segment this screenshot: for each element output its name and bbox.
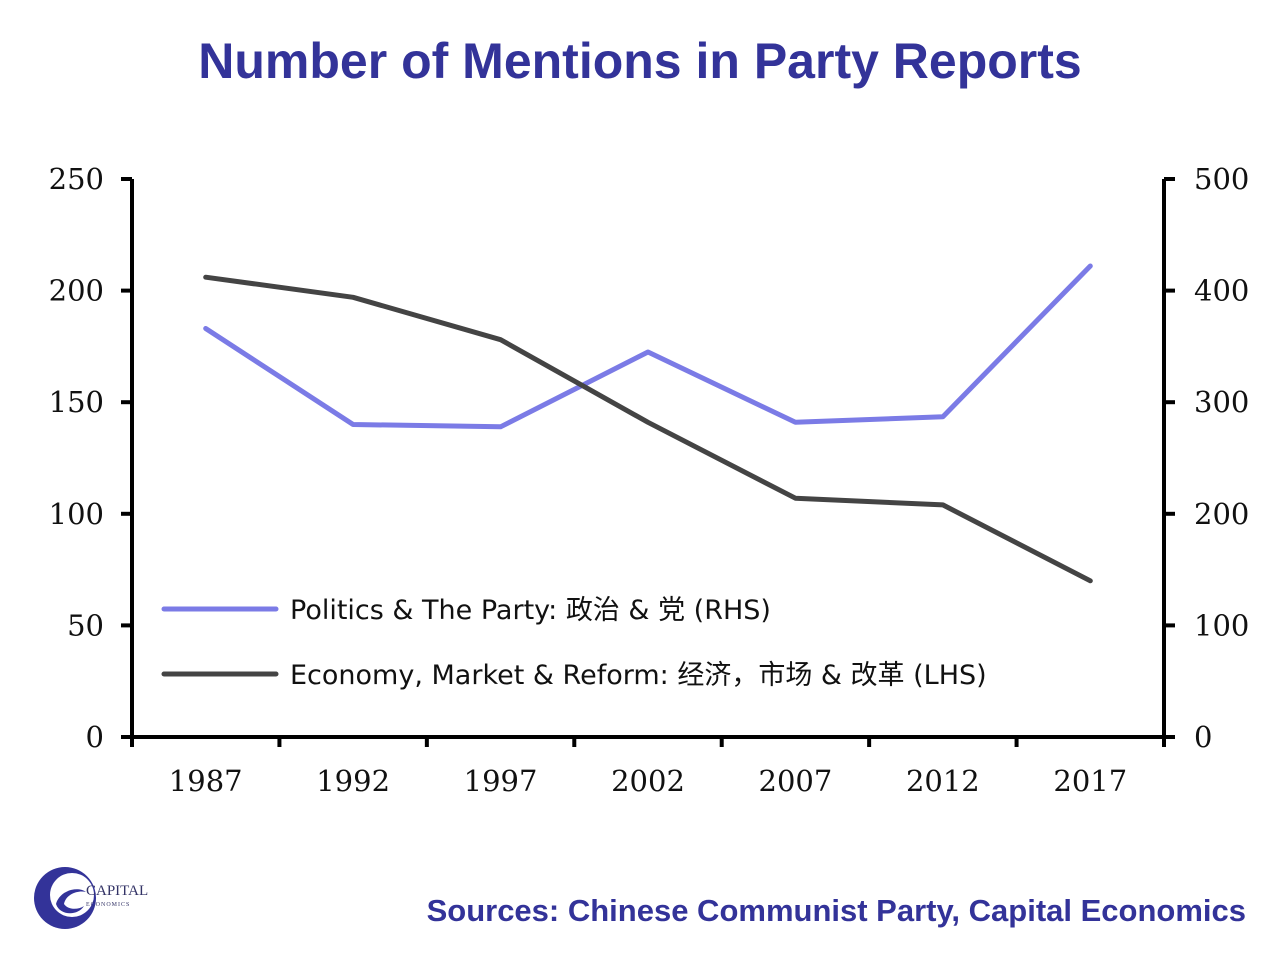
chart-legend: Politics & The Party: 政治 & 党 (RHS) Econom… xyxy=(161,595,987,691)
legend-label-politics-party: Politics & The Party: 政治 & 党 (RHS) xyxy=(290,595,771,626)
x-tick-label: 2012 xyxy=(906,764,980,798)
right-tick-label: 200 xyxy=(1194,497,1249,531)
left-tick-label: 150 xyxy=(49,385,104,419)
left-tick-label: 200 xyxy=(49,274,104,308)
line-chart: 0 50 100 150 200 250 0 100 200 300 400 500 1987 1992 1… xyxy=(49,162,1250,798)
left-tick-label: 50 xyxy=(67,608,104,642)
source-note: Sources: Chinese Communist Party, Capita… xyxy=(426,893,1246,928)
logo-wordmark: CAPITAL ECONOMICS xyxy=(86,884,148,912)
right-tick-label: 400 xyxy=(1194,274,1249,308)
logo-name: CAPITAL xyxy=(86,883,149,899)
x-tick-label: 1997 xyxy=(464,764,538,798)
x-tick-label: 1987 xyxy=(169,764,243,798)
series-line-politics-party xyxy=(203,263,1093,430)
left-tick-label: 0 xyxy=(86,720,104,754)
x-tick-label: 2017 xyxy=(1053,764,1127,798)
series-line-economy-market-reform xyxy=(203,274,1093,584)
chart-title: Number of Mentions in Party Reports xyxy=(198,33,1082,89)
right-tick-label: 0 xyxy=(1194,720,1212,754)
x-tick-label: 2002 xyxy=(611,764,685,798)
right-tick-label: 100 xyxy=(1194,608,1249,642)
right-tick-label: 500 xyxy=(1194,162,1249,196)
left-tick-label: 250 xyxy=(49,162,104,196)
left-tick-label: 100 xyxy=(49,497,104,531)
right-tick-label: 300 xyxy=(1194,385,1249,419)
legend-label-economy-market-reform: Economy, Market & Reform: 经济，市场 & 改革 (LH… xyxy=(290,660,987,691)
x-tick-label: 1992 xyxy=(316,764,390,798)
logo-sub: ECONOMICS xyxy=(86,902,131,908)
chart-axes: 0 50 100 150 200 250 0 100 200 300 400 500 1987 1992 1… xyxy=(49,162,1250,798)
chart-series xyxy=(203,263,1093,584)
x-tick-label: 2007 xyxy=(759,764,833,798)
capital-economics-logo xyxy=(34,867,96,929)
